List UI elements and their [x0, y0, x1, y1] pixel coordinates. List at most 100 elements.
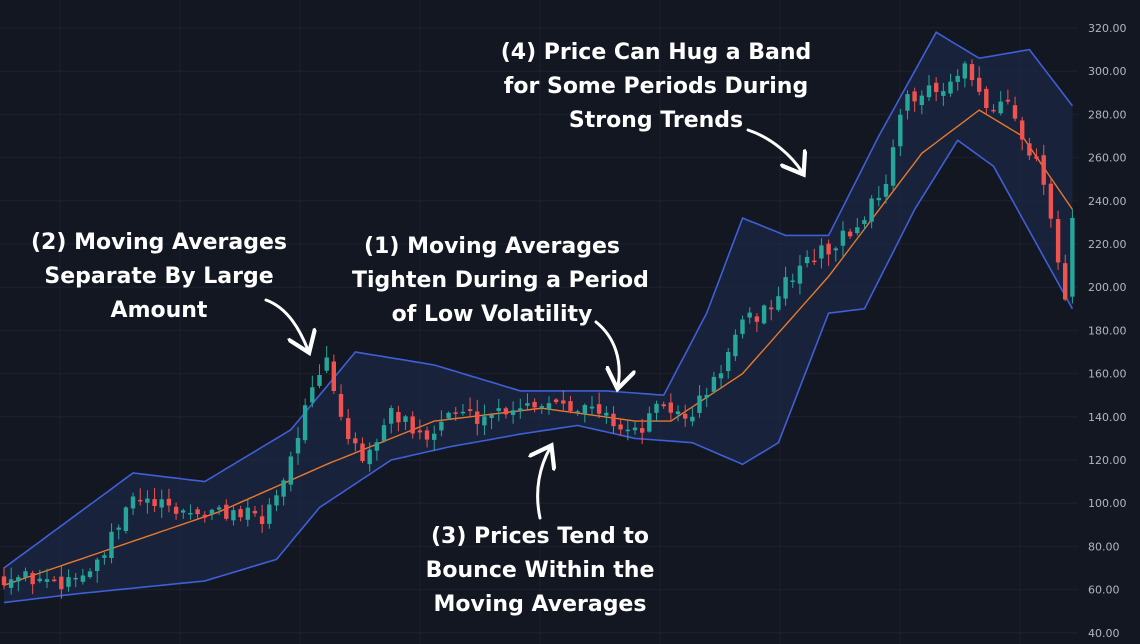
candle-body [876, 197, 881, 201]
candle [998, 91, 1003, 116]
candle [109, 523, 114, 564]
candle [245, 499, 250, 527]
candle-body [941, 91, 946, 96]
candle [1055, 210, 1061, 270]
annotation-3-line-1: (3) Prices Tend to [430, 524, 649, 549]
candle [726, 348, 731, 379]
candle-body [159, 499, 164, 508]
candle-body [181, 510, 186, 513]
candle-body [726, 352, 731, 371]
candle-body [288, 456, 293, 485]
candle-body [1034, 156, 1039, 159]
candle [761, 304, 767, 325]
candle [267, 498, 272, 529]
candle-body [1055, 219, 1061, 263]
candle [934, 77, 939, 102]
candle [984, 86, 989, 114]
candle-body [324, 357, 329, 371]
candle-body [668, 402, 673, 413]
candle [432, 425, 437, 451]
candle-body [467, 409, 473, 411]
candle [152, 488, 157, 513]
candle-body [489, 414, 494, 418]
candle-body [453, 412, 458, 414]
candle [295, 427, 301, 465]
candle [252, 505, 258, 517]
candle [776, 286, 781, 312]
candle [561, 390, 566, 411]
candle-body [123, 507, 129, 531]
candle [1048, 177, 1054, 228]
candle-body [1012, 105, 1018, 119]
candle-body [826, 243, 831, 255]
annotation-1: (1) Moving Averages Tighten During a Per… [352, 230, 649, 332]
candle [181, 508, 186, 519]
candle [173, 502, 179, 520]
candle [1, 567, 7, 590]
candle-body [998, 101, 1003, 114]
annotation-3-line-2: Bounce Within the [425, 558, 655, 583]
candle [847, 228, 853, 239]
candle [711, 371, 717, 394]
candle-body [30, 572, 35, 585]
annotation-2-line-3: Amount [110, 298, 208, 323]
candle [44, 568, 50, 589]
annotation-3-line-3: Moving Averages [433, 592, 647, 617]
candle-body [381, 425, 387, 441]
candle [1034, 148, 1039, 162]
candle [733, 329, 738, 362]
candle-body [410, 416, 415, 434]
candle [238, 505, 243, 522]
candle [926, 75, 932, 102]
annotation-2-arrow [264, 298, 308, 350]
candle-body [338, 394, 344, 417]
candle-body [317, 375, 322, 386]
candle [1027, 137, 1032, 160]
candle-body [1, 576, 7, 586]
candle [231, 506, 236, 526]
candle [353, 432, 358, 452]
candle-body [1020, 120, 1025, 140]
candle-body [711, 376, 717, 392]
candle-body [346, 418, 351, 439]
candle-body [618, 424, 623, 430]
candle [718, 364, 724, 389]
candle [30, 570, 35, 594]
candle [346, 408, 351, 445]
candle-body [102, 555, 107, 558]
candle-body [776, 296, 781, 310]
candle [166, 488, 172, 513]
candle [317, 364, 322, 389]
candle [159, 489, 164, 518]
candle [446, 411, 451, 420]
candle-body [589, 406, 595, 409]
candle [338, 384, 344, 421]
candle [654, 400, 659, 422]
annotation-1-line-2: Tighten During a Period [352, 268, 649, 293]
candle [130, 492, 136, 516]
candle [281, 478, 286, 506]
candle [955, 69, 960, 91]
candle-body [747, 312, 752, 318]
price-axis: 320.00 300.00 280.00 260.00 240.00 220.00 200.… [1088, 22, 1127, 640]
candle-body [331, 361, 336, 391]
candle [618, 419, 623, 436]
candle-body [783, 277, 788, 299]
candle-body [44, 579, 50, 582]
candle [460, 404, 466, 416]
candle-body [224, 504, 229, 519]
annotation-3-arrow [538, 448, 550, 520]
candle-body [130, 496, 136, 509]
candle-body [439, 421, 444, 431]
y-tick-label: 320.00 [1088, 22, 1127, 35]
candle [819, 238, 824, 269]
y-tick-label: 120.00 [1088, 454, 1127, 467]
candle [1020, 116, 1025, 151]
candle-body [869, 198, 874, 222]
candle [790, 273, 795, 288]
candle [410, 411, 415, 439]
candle-body [733, 334, 738, 357]
candle [525, 393, 530, 410]
candle-body [496, 408, 501, 411]
candle-body [740, 319, 745, 334]
